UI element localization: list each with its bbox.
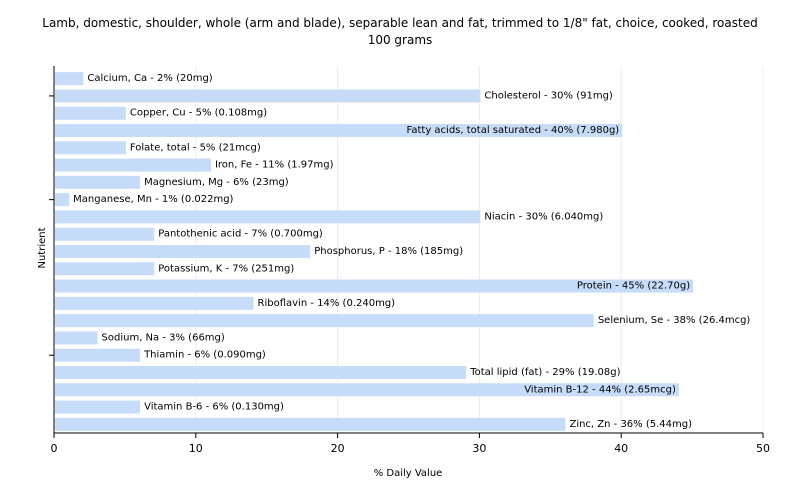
bar-label: Phosphorus, P - 18% (185mg) bbox=[314, 246, 463, 257]
bar-label: Iron, Fe - 11% (1.97mg) bbox=[215, 160, 334, 171]
bar-label: Riboflavin - 14% (0.240mg) bbox=[258, 298, 396, 309]
bar-label: Copper, Cu - 5% (0.108mg) bbox=[130, 108, 267, 119]
bar bbox=[55, 158, 211, 172]
bar bbox=[55, 296, 254, 310]
bar-label: Potassium, K - 7% (251mg) bbox=[158, 263, 294, 274]
chart-title: Lamb, domestic, shoulder, whole (arm and… bbox=[42, 16, 757, 30]
x-axis-title: % Daily Value bbox=[374, 468, 443, 479]
bar bbox=[55, 106, 126, 120]
bar bbox=[55, 366, 467, 379]
bar-label: Cholesterol - 30% (91mg) bbox=[484, 90, 613, 101]
bar-label: Manganese, Mn - 1% (0.022mg) bbox=[73, 194, 233, 205]
x-tick-label: 20 bbox=[331, 442, 345, 455]
bars-group: Calcium, Ca - 2% (20mg) Cholesterol - 30%… bbox=[55, 72, 750, 431]
bar bbox=[55, 72, 84, 86]
bar bbox=[55, 124, 623, 137]
bar-label: Vitamin B-12 - 44% (2.65mcg) bbox=[524, 384, 676, 395]
bar-label: Zinc, Zn - 36% (5.44mg) bbox=[569, 419, 692, 430]
bar bbox=[55, 245, 311, 258]
bar-label: Niacin - 30% (6.040mg) bbox=[484, 211, 603, 222]
x-tick-label: 50 bbox=[756, 442, 770, 455]
bar-label: Protein - 45% (22.70g) bbox=[577, 281, 690, 292]
bar bbox=[55, 331, 98, 345]
bar-label: Total lipid (fat) - 29% (19.08g) bbox=[469, 367, 620, 378]
bar bbox=[55, 383, 679, 397]
bar-label: Pantothenic acid - 7% (0.700mg) bbox=[158, 229, 323, 240]
bar bbox=[55, 279, 694, 293]
bar bbox=[55, 193, 70, 207]
bar-label: Vitamin B-6 - 6% (0.130mg) bbox=[144, 402, 284, 413]
bar-label: Fatty acids, total saturated - 40% (7.98… bbox=[407, 125, 620, 136]
bar bbox=[55, 262, 155, 276]
x-tick-label: 40 bbox=[614, 442, 628, 455]
bar bbox=[55, 400, 141, 414]
bar-label: Magnesium, Mg - 6% (23mg) bbox=[144, 177, 289, 188]
x-tick-label: 10 bbox=[189, 442, 203, 455]
chart-subtitle: 100 grams bbox=[368, 33, 433, 47]
y-axis-title: Nutrient bbox=[37, 227, 48, 268]
bar-label: Thiamin - 6% (0.090mg) bbox=[143, 350, 266, 361]
x-tick-label: 30 bbox=[472, 442, 486, 455]
bar bbox=[55, 89, 481, 103]
bar-label: Folate, total - 5% (21mcg) bbox=[130, 142, 261, 153]
axes-group: 0 10 20 30 40 50 bbox=[49, 66, 770, 455]
bar-label: Sodium, Na - 3% (66mg) bbox=[102, 332, 225, 343]
x-tick-label: 0 bbox=[51, 442, 58, 455]
bar bbox=[55, 348, 141, 362]
bar bbox=[55, 141, 126, 155]
bar bbox=[55, 227, 155, 241]
bar bbox=[55, 210, 481, 224]
bar-label: Calcium, Ca - 2% (20mg) bbox=[87, 73, 212, 84]
bar bbox=[55, 175, 141, 189]
bar bbox=[55, 417, 566, 431]
bar-label: Selenium, Se - 38% (26.4mcg) bbox=[598, 315, 751, 326]
bar bbox=[55, 314, 594, 328]
